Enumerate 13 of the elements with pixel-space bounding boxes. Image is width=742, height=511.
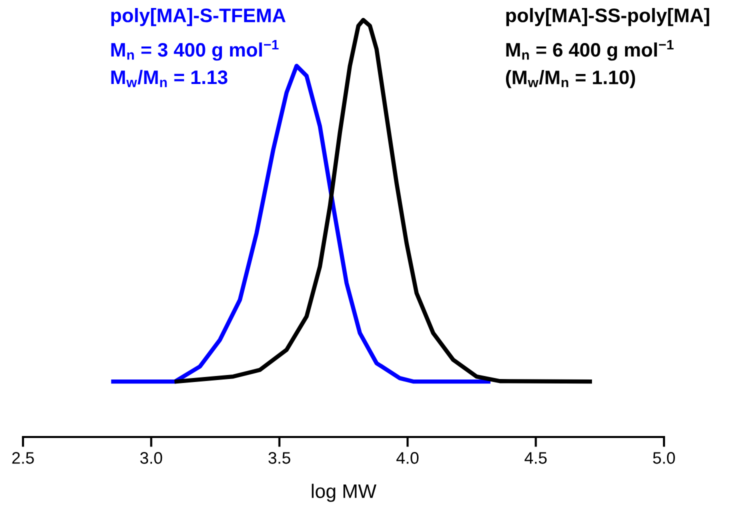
annotation: M$_{n}$ = 3 400 g mol$^{−1}$ (111, 40, 279, 61)
x-tick-label: 2.5 (12, 452, 34, 464)
x-axis-title: log MW (312, 484, 376, 502)
x-tick-label: 5.0 (653, 452, 675, 464)
text: poly[MA]-S-TFEMA (111, 8, 286, 26)
annotation: M$_{n}$ = 6 400 g mol$^{−1}$ (506, 40, 674, 61)
x-tick-label: 3.5 (268, 452, 290, 464)
text: poly[MA]-SS-poly[MA] (506, 8, 710, 26)
x-tick-label: 3.0 (140, 452, 162, 464)
annotation: (M$_{w}$/M$_{n}$ = 1.10) (506, 70, 636, 88)
annotation: M$_{w}$/M$_{n}$ = 1.13 (111, 70, 228, 88)
x-tick-label: 4.0 (396, 452, 419, 464)
x-tick-label: 4.5 (524, 452, 547, 464)
